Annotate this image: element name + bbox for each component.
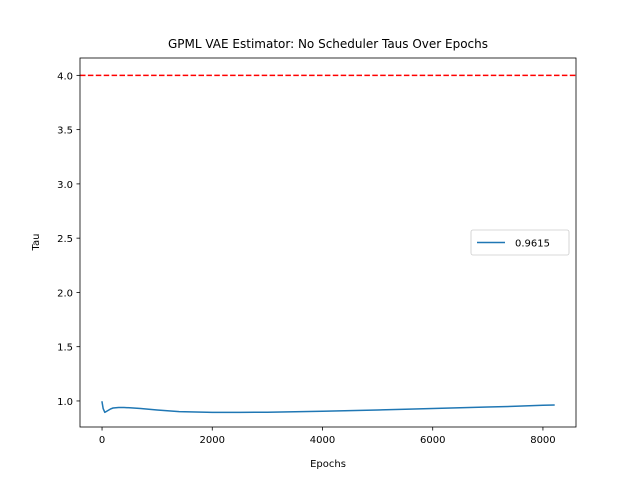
legend-label: 0.9615 (515, 239, 550, 250)
y-tick-label: 3.0 (57, 180, 73, 191)
chart-title: GPML VAE Estimator: No Scheduler Taus Ov… (168, 37, 488, 51)
legend-box (470, 229, 570, 256)
x-tick-label: 8000 (530, 435, 555, 446)
x-tick-label: 2000 (200, 435, 225, 446)
y-tick-label: 1.0 (57, 397, 73, 408)
x-tick-label: 0 (99, 435, 105, 446)
legend: 0.9615 (470, 229, 570, 256)
y-tick-label: 3.5 (57, 126, 73, 137)
y-tick-label: 2.5 (57, 234, 73, 245)
series-line-0 (101, 401, 555, 414)
y-tick-label: 2.0 (57, 288, 73, 299)
y-tick-label: 4.0 (57, 71, 73, 82)
x-axis-label: Epochs (310, 459, 346, 470)
x-tick-label: 6000 (420, 435, 445, 446)
axes-frame (79, 57, 577, 428)
y-axis-label: Tau (31, 234, 42, 252)
x-tick-label: 4000 (310, 435, 335, 446)
plot-area: 0 2000 4000 6000 8000 1.0 1.5 2.0 2.5 3.0 3.5 4.0 (57, 57, 577, 446)
y-tick-label: 1.5 (57, 343, 73, 354)
